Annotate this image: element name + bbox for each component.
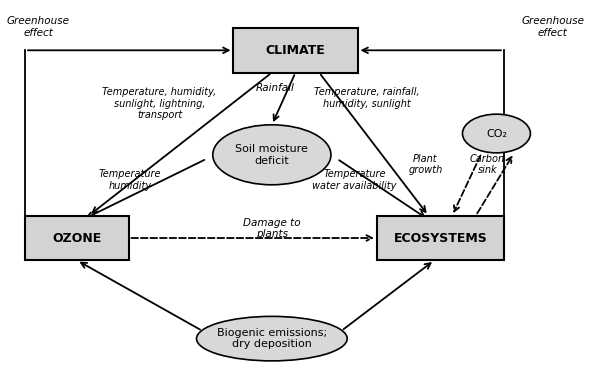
Text: Temperature
humidity: Temperature humidity [99,169,161,191]
Text: Plant
growth: Plant growth [408,154,443,175]
Text: Greenhouse
effect: Greenhouse effect [521,16,584,38]
FancyBboxPatch shape [25,216,128,260]
Text: Soil moisture
deficit: Soil moisture deficit [235,144,309,166]
Ellipse shape [462,114,531,153]
Text: Damage to
plants: Damage to plants [243,217,301,239]
Text: Temperature
water availability: Temperature water availability [313,169,397,191]
Ellipse shape [196,317,348,361]
Text: CO₂: CO₂ [486,128,507,139]
Text: ECOSYSTEMS: ECOSYSTEMS [394,231,487,245]
Text: Temperature, rainfall,
humidity, sunlight: Temperature, rainfall, humidity, sunligh… [314,87,419,109]
FancyBboxPatch shape [233,28,358,73]
Text: OZONE: OZONE [52,231,102,245]
Text: Temperature, humidity,
sunlight, lightning,
transport: Temperature, humidity, sunlight, lightni… [102,87,217,120]
FancyBboxPatch shape [377,216,504,260]
Text: Rainfall: Rainfall [255,83,294,93]
Text: Greenhouse
effect: Greenhouse effect [7,16,70,38]
Text: CLIMATE: CLIMATE [265,44,326,57]
Text: Carbon
sink: Carbon sink [470,154,505,175]
Ellipse shape [213,125,331,185]
Text: Biogenic emissions;
dry deposition: Biogenic emissions; dry deposition [217,328,327,349]
